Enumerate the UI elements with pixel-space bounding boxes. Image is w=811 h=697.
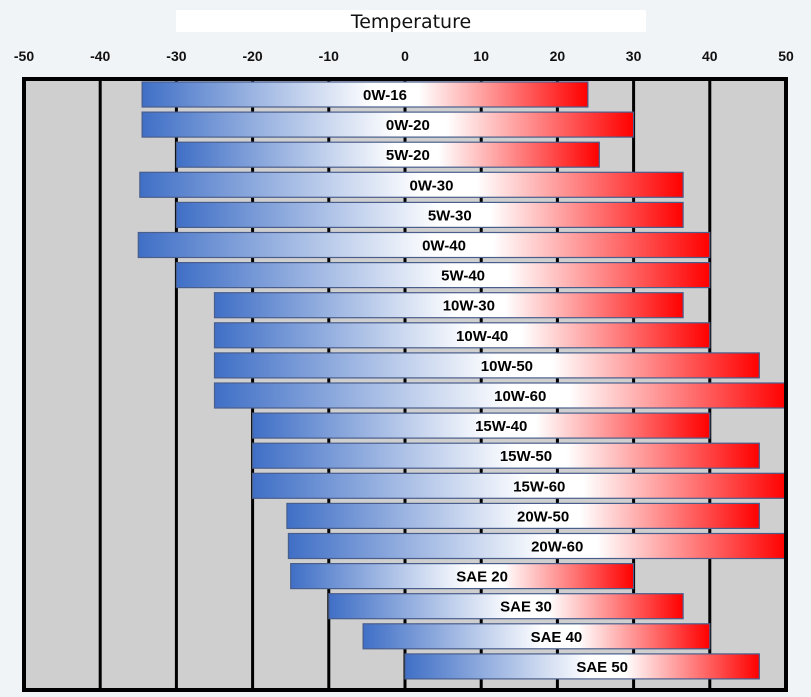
bar-label: 5W-40 [441, 268, 485, 285]
plot-frame [22, 77, 788, 692]
range-bar [252, 442, 760, 469]
range-bar [286, 502, 760, 529]
bar-label: 20W-50 [517, 508, 569, 525]
bar-label: SAE 20 [456, 569, 508, 586]
bar-label: 10W-30 [443, 298, 495, 315]
bar-label: 20W-60 [531, 539, 583, 556]
bar-label: 15W-50 [500, 448, 552, 465]
x-tick-label: 0 [401, 48, 409, 64]
bar-label: SAE 50 [576, 659, 628, 676]
bar-label: 15W-40 [475, 418, 527, 435]
chart-title: Temperature [350, 11, 471, 33]
range-bar [137, 231, 711, 259]
range-bar [287, 532, 787, 560]
x-tick-label: -30 [166, 48, 186, 64]
range-bar [404, 653, 760, 680]
bar-label: SAE 40 [531, 629, 583, 646]
bar-label: 0W-16 [363, 87, 407, 104]
bar-label: SAE 30 [500, 599, 552, 616]
x-tick-label: -20 [242, 48, 262, 64]
bar-label: 0W-30 [410, 177, 454, 194]
range-bar [290, 562, 635, 590]
range-bar [139, 171, 684, 198]
range-bar [141, 81, 589, 108]
x-tick-label: 50 [778, 48, 794, 64]
x-tick-label: -40 [90, 48, 110, 64]
range-bar [213, 292, 684, 319]
range-bar [141, 111, 635, 138]
range-bar [175, 201, 684, 228]
x-tick-label: 40 [702, 48, 718, 64]
x-tick-label: -50 [14, 48, 34, 64]
range-bar [175, 262, 711, 289]
bar-label: 10W-50 [481, 358, 533, 375]
bar-label: 0W-20 [386, 117, 430, 134]
range-bar [362, 623, 711, 650]
range-bar [328, 593, 684, 620]
range-bar [252, 412, 711, 439]
bar-label: 0W-40 [422, 238, 466, 255]
range-bar [213, 352, 760, 379]
bar-label: 10W-60 [494, 388, 546, 405]
bar-label: 5W-20 [386, 147, 430, 164]
title-background [176, 10, 646, 32]
range-bar [213, 382, 787, 409]
x-tick-label: 30 [626, 48, 642, 64]
range-bar [213, 322, 711, 349]
range-bar [252, 472, 787, 499]
bar-label: 5W-30 [428, 207, 472, 224]
bar-label: 10W-40 [456, 328, 508, 345]
x-tick-label: 10 [473, 48, 489, 64]
x-tick-label: -10 [319, 48, 339, 64]
bar-label: 15W-60 [513, 478, 565, 495]
range-bar [175, 141, 600, 168]
x-tick-label: 20 [550, 48, 566, 64]
